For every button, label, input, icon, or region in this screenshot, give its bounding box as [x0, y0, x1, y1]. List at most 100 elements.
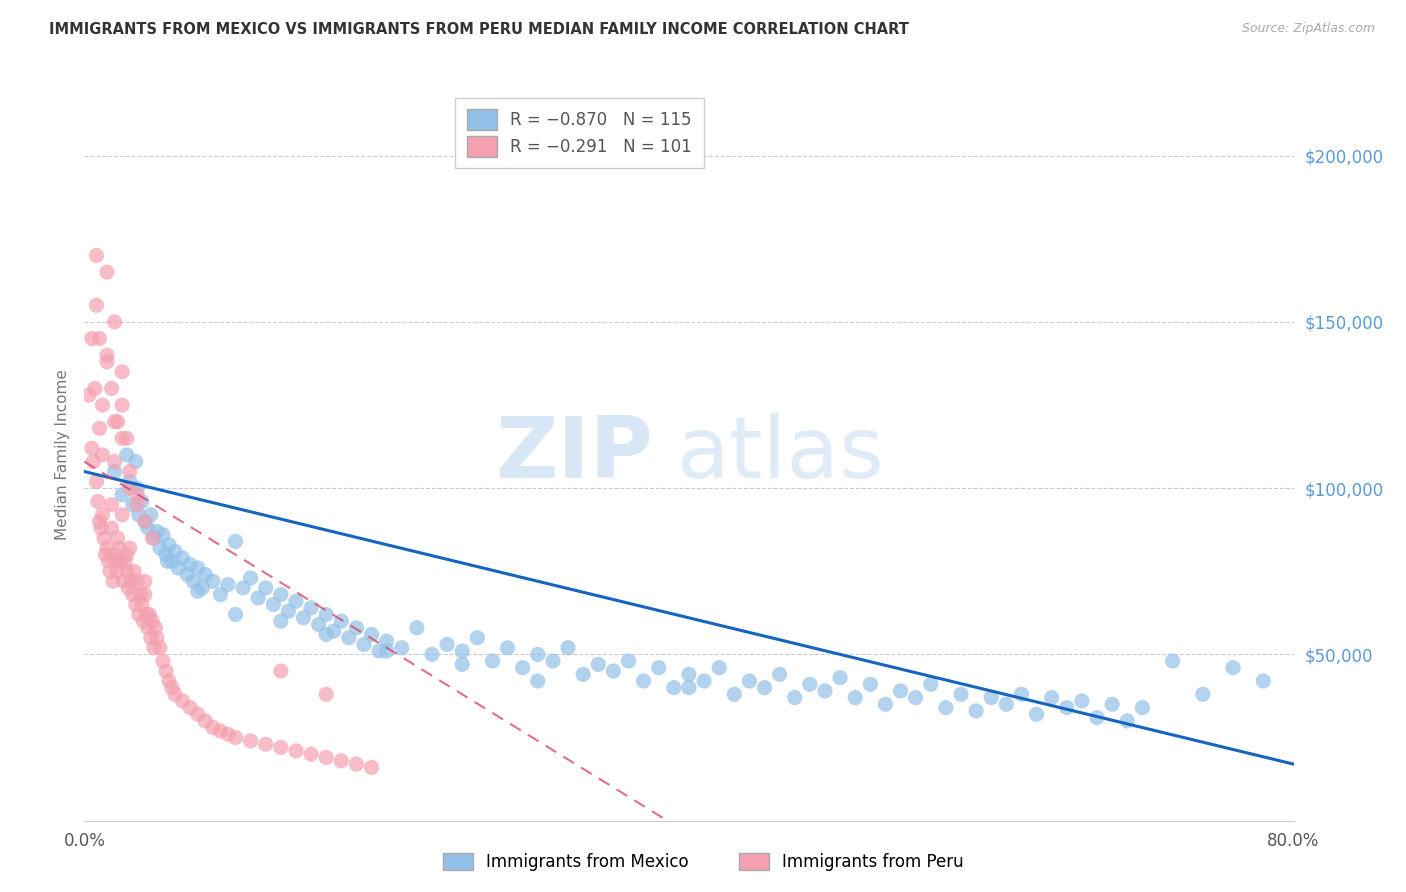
Point [1085, 710, 1108, 724]
Point [100, 498, 122, 512]
Point [105, 554, 128, 568]
Point [120, 574, 142, 589]
Point [115, 548, 138, 562]
Point [121, 588, 143, 602]
Point [754, 681, 776, 695]
Point [239, 734, 262, 748]
Point [100, 521, 122, 535]
Point [247, 591, 270, 605]
Point [104, 465, 127, 479]
Point [1161, 654, 1184, 668]
Point [115, 431, 138, 445]
Point [104, 415, 127, 429]
Point [187, 584, 209, 599]
Point [134, 588, 156, 602]
Point [512, 661, 534, 675]
Point [149, 640, 172, 655]
Point [136, 621, 159, 635]
Point [217, 577, 239, 591]
Point [904, 690, 927, 705]
Point [1040, 690, 1063, 705]
Point [111, 488, 134, 502]
Point [648, 661, 671, 675]
Point [111, 365, 134, 379]
Point [142, 531, 165, 545]
Point [1253, 673, 1275, 688]
Point [98, 564, 121, 578]
Point [527, 648, 550, 662]
Point [139, 631, 162, 645]
Point [129, 588, 152, 602]
Point [128, 508, 150, 522]
Point [111, 508, 134, 522]
Point [97, 554, 120, 568]
Point [96, 265, 118, 279]
Point [89, 332, 111, 346]
Point [80, 332, 103, 346]
Point [436, 637, 458, 651]
Point [375, 644, 398, 658]
Point [104, 548, 127, 562]
Point [262, 598, 284, 612]
Point [315, 607, 337, 622]
Point [115, 564, 138, 578]
Point [209, 723, 232, 738]
Point [617, 654, 640, 668]
Point [135, 607, 157, 622]
Point [285, 594, 308, 608]
Point [859, 677, 882, 691]
Point [315, 687, 337, 701]
Legend: R = −0.870   N = 115, R = −0.291   N = 101: R = −0.870 N = 115, R = −0.291 N = 101 [456, 97, 704, 169]
Point [89, 421, 111, 435]
Point [308, 617, 330, 632]
Point [96, 348, 118, 362]
Point [114, 554, 136, 568]
Point [118, 465, 141, 479]
Point [176, 567, 198, 582]
Point [1116, 714, 1139, 728]
Point [232, 581, 254, 595]
Text: ZIP: ZIP [495, 413, 652, 497]
Point [127, 574, 149, 589]
Point [89, 515, 111, 529]
Point [125, 598, 148, 612]
Point [451, 657, 474, 672]
Point [152, 527, 174, 541]
Point [146, 524, 169, 539]
Point [87, 494, 110, 508]
Point [420, 648, 443, 662]
Point [315, 750, 337, 764]
Point [134, 574, 156, 589]
Point [814, 684, 837, 698]
Point [107, 415, 129, 429]
Point [155, 548, 177, 562]
Point [337, 631, 360, 645]
Point [541, 654, 564, 668]
Point [194, 567, 217, 582]
Point [112, 574, 135, 589]
Point [187, 707, 209, 722]
Point [108, 541, 131, 555]
Point [346, 621, 368, 635]
Point [299, 747, 322, 761]
Point [360, 760, 382, 774]
Point [96, 355, 118, 369]
Point [572, 667, 595, 681]
Point [134, 515, 156, 529]
Point [165, 687, 187, 701]
Text: atlas: atlas [676, 413, 884, 497]
Point [91, 398, 114, 412]
Point [270, 740, 292, 755]
Point [678, 667, 700, 681]
Point [201, 574, 224, 589]
Point [77, 388, 100, 402]
Point [693, 673, 716, 688]
Point [107, 531, 129, 545]
Point [254, 737, 277, 751]
Point [101, 574, 124, 589]
Point [121, 498, 143, 512]
Point [481, 654, 503, 668]
Point [115, 448, 138, 462]
Point [127, 481, 149, 495]
Point [91, 508, 114, 522]
